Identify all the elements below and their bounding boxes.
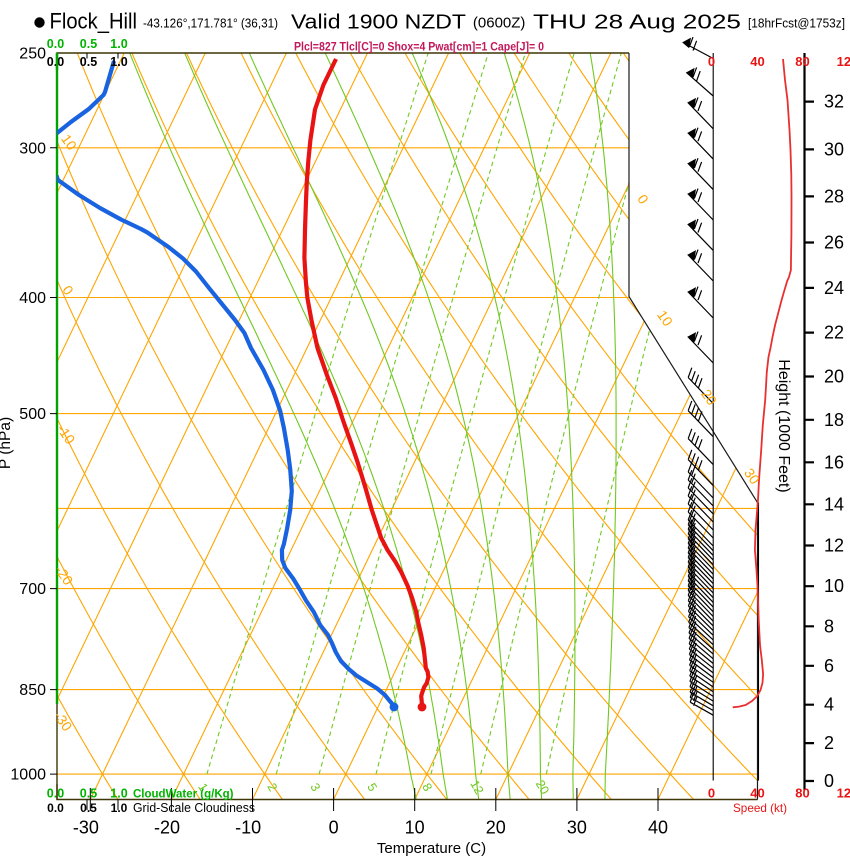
svg-text:Grid-Scale Cloudiness: Grid-Scale Cloudiness (133, 801, 255, 815)
svg-text:14: 14 (824, 494, 844, 514)
svg-text:-43.126°,171.781° (36,31): -43.126°,171.781° (36,31) (143, 16, 278, 31)
svg-text:-10: -10 (235, 818, 261, 838)
svg-text:[18hrFcst@1753z]: [18hrFcst@1753z] (748, 16, 845, 31)
svg-text:Height (1000 Feet): Height (1000 Feet) (775, 359, 792, 492)
svg-text:10: 10 (824, 576, 844, 596)
svg-text:40: 40 (750, 786, 764, 801)
svg-text:26: 26 (824, 233, 844, 253)
svg-text:20: 20 (533, 778, 552, 797)
svg-text:0.5: 0.5 (80, 787, 97, 801)
svg-text:18: 18 (824, 410, 844, 430)
svg-text:1.0: 1.0 (110, 37, 127, 51)
svg-text:-30: -30 (73, 818, 99, 838)
svg-text:0.5: 0.5 (80, 37, 97, 51)
svg-text:0.5: 0.5 (80, 801, 97, 815)
svg-text:20: 20 (824, 367, 844, 387)
svg-text:30: 30 (567, 818, 587, 838)
svg-text:80: 80 (795, 786, 809, 801)
svg-text:Speed (kt): Speed (kt) (733, 801, 787, 815)
svg-text:0: 0 (824, 771, 834, 791)
svg-text:1.0: 1.0 (110, 787, 127, 801)
svg-text:500: 500 (19, 406, 46, 423)
svg-text:Temperature (C): Temperature (C) (377, 840, 486, 857)
svg-text:Flock_Hill: Flock_Hill (50, 9, 138, 34)
svg-text:120: 120 (837, 786, 850, 801)
svg-text:20: 20 (486, 818, 506, 838)
svg-text:1000: 1000 (10, 767, 46, 784)
svg-text:P (hPa): P (hPa) (0, 417, 14, 469)
svg-text:0.0: 0.0 (47, 787, 64, 801)
svg-text:300: 300 (19, 140, 46, 157)
svg-text:80: 80 (795, 54, 809, 69)
svg-text:0: 0 (708, 54, 715, 69)
svg-text:10: 10 (405, 818, 425, 838)
svg-text:8: 8 (824, 616, 834, 636)
svg-text:16: 16 (824, 452, 844, 472)
svg-text:30: 30 (824, 139, 844, 159)
svg-text:700: 700 (19, 581, 46, 598)
svg-text:400: 400 (19, 290, 46, 307)
svg-text:12: 12 (824, 536, 844, 556)
svg-text:40: 40 (750, 54, 764, 69)
svg-text:1.0: 1.0 (110, 55, 127, 69)
svg-text:(0600Z): (0600Z) (473, 15, 526, 32)
svg-text:0.0: 0.0 (47, 37, 64, 51)
svg-text:32: 32 (824, 92, 844, 112)
svg-text:1.0: 1.0 (111, 801, 128, 815)
svg-text:0.0: 0.0 (47, 55, 64, 69)
svg-text:250: 250 (19, 46, 46, 63)
svg-text:850: 850 (19, 682, 46, 699)
svg-text:2: 2 (824, 733, 834, 753)
svg-text:120: 120 (837, 54, 850, 69)
svg-text:12: 12 (467, 778, 486, 797)
svg-text:THU 28 Aug 2025: THU 28 Aug 2025 (533, 11, 741, 34)
svg-text:0: 0 (329, 818, 339, 838)
svg-text:0: 0 (708, 786, 715, 801)
svg-text:24: 24 (824, 278, 844, 298)
svg-text:40: 40 (648, 818, 668, 838)
svg-text:28: 28 (824, 186, 844, 206)
svg-text:6: 6 (824, 656, 834, 676)
svg-text:4: 4 (824, 695, 834, 715)
svg-text:0.0: 0.0 (47, 801, 64, 815)
svg-text:22: 22 (824, 323, 844, 343)
svg-text:CloudWater (g/Kg): CloudWater (g/Kg) (133, 789, 234, 801)
svg-text:Plcl=827 Tlcl[C]=0 Shox=4 Pwat: Plcl=827 Tlcl[C]=0 Shox=4 Pwat[cm]=1 Cap… (294, 42, 544, 54)
svg-text:0.5: 0.5 (80, 55, 97, 69)
svg-text:Valid 1900 NZDT: Valid 1900 NZDT (291, 11, 467, 34)
svg-text:-20: -20 (154, 818, 180, 838)
